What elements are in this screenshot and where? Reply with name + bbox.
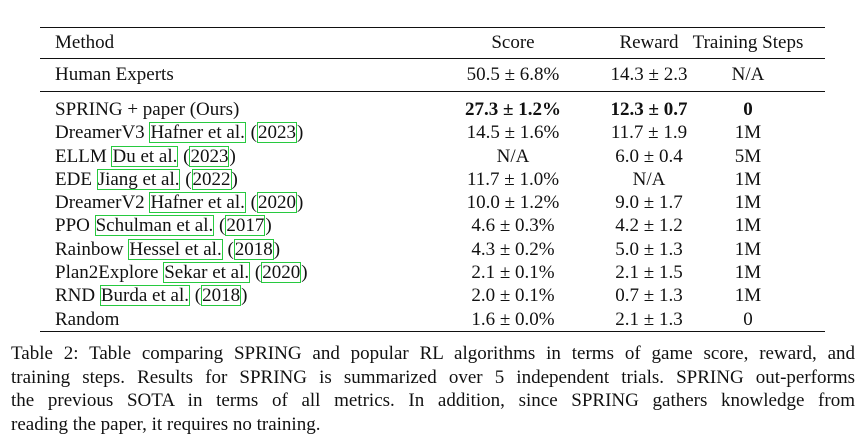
steps-cell: 1M bbox=[734, 215, 762, 237]
table-body: SPRING + paper (Ours) 27.3 ± 1.2% 12.3 ± 0… bbox=[40, 98, 825, 331]
steps-cell: 0 bbox=[743, 99, 753, 120]
score-cell: 11.7 ± 1.0% bbox=[466, 168, 560, 190]
method-cell: Rainbow Hessel et al. (2018) bbox=[55, 238, 281, 260]
reward-cell: N/A bbox=[632, 168, 666, 190]
results-table: Method Score Reward Training Steps Human… bbox=[40, 27, 825, 332]
steps-cell: 5M bbox=[734, 145, 762, 167]
method-cell: EDE Jiang et al. (2022) bbox=[55, 168, 238, 190]
score-cell: 2.0 ± 0.1% bbox=[471, 285, 555, 307]
citation-year-link[interactable]: 2018 bbox=[201, 285, 242, 307]
table-row: ELLM Du et al. (2023) N/A 6.0 ± 0.4 5M bbox=[40, 145, 825, 168]
table-caption: Table 2: Table comparing SPRING and popu… bbox=[11, 342, 855, 436]
method-name: SPRING + paper (Ours) bbox=[55, 99, 240, 120]
reward-cell: 2.1 ± 1.3 bbox=[615, 308, 683, 330]
table-row: Random 1.6 ± 0.0% 2.1 ± 1.3 0 bbox=[40, 308, 825, 331]
citation-author-link[interactable]: Sekar et al. bbox=[163, 262, 251, 284]
method-cell: PPO Schulman et al. (2017) bbox=[55, 215, 272, 237]
citation-year-link[interactable]: 2023 bbox=[189, 145, 230, 167]
table-row: Rainbow Hessel et al. (2018) 4.3 ± 0.2% 5.… bbox=[40, 238, 825, 261]
header-row: Method Score Reward Training Steps bbox=[40, 28, 825, 58]
citation-author-link[interactable]: Jiang et al. bbox=[96, 168, 181, 190]
method-cell: DreamerV2 Hafner et al. (2020) bbox=[55, 192, 304, 214]
method-name: PPO bbox=[55, 215, 90, 237]
header-reward: Reward bbox=[619, 32, 679, 53]
steps-cell: 1M bbox=[734, 122, 762, 144]
method-name: RND bbox=[55, 285, 96, 307]
method-cell: RND Burda et al. (2018) bbox=[55, 285, 248, 307]
steps-cell: 1M bbox=[734, 192, 762, 214]
score-cell: 27.3 ± 1.2% bbox=[465, 99, 561, 120]
reward-cell: 12.3 ± 0.7 bbox=[610, 99, 688, 120]
method-name: DreamerV2 bbox=[55, 192, 145, 214]
method-name: ELLM bbox=[55, 145, 107, 167]
method-name: Rainbow bbox=[55, 238, 124, 260]
reward-cell: 5.0 ± 1.3 bbox=[615, 238, 683, 260]
reward-cell: 11.7 ± 1.9 bbox=[610, 122, 688, 144]
steps-cell: 1M bbox=[734, 168, 762, 190]
score-cell: 4.3 ± 0.2% bbox=[471, 238, 555, 260]
method-name: DreamerV3 bbox=[55, 122, 145, 144]
human-reward: 14.3 ± 2.3 bbox=[610, 64, 688, 85]
score-cell: 2.1 ± 0.1% bbox=[471, 262, 555, 284]
citation-author-link[interactable]: Hessel et al. bbox=[128, 238, 223, 260]
citation-author-link[interactable]: Hafner et al. bbox=[149, 192, 246, 214]
score-cell: 10.0 ± 1.2% bbox=[466, 192, 560, 214]
reward-cell: 4.2 ± 1.2 bbox=[615, 215, 683, 237]
human-rule bbox=[40, 91, 825, 92]
citation-year-link[interactable]: 2018 bbox=[233, 238, 274, 260]
steps-cell: 0 bbox=[743, 308, 753, 330]
human-score: 50.5 ± 6.8% bbox=[466, 64, 560, 85]
reward-cell: 0.7 ± 1.3 bbox=[615, 285, 683, 307]
caption-line-1: Table 2: Table comparing SPRING and popu… bbox=[11, 343, 855, 364]
citation-author-link[interactable]: Hafner et al. bbox=[149, 122, 246, 144]
citation-year-link[interactable]: 2023 bbox=[256, 122, 297, 144]
caption-line-4: reading the paper, it requires no traini… bbox=[11, 413, 321, 435]
method-name: EDE bbox=[55, 168, 92, 190]
score-cell: 4.6 ± 0.3% bbox=[471, 215, 555, 237]
steps-cell: 1M bbox=[734, 238, 762, 260]
citation-year-link[interactable]: 2020 bbox=[261, 262, 302, 284]
human-experts-row: Human Experts 50.5 ± 6.8% 14.3 ± 2.3 N/A bbox=[40, 59, 825, 91]
reward-cell: 9.0 ± 1.7 bbox=[615, 192, 683, 214]
top-rule bbox=[40, 27, 825, 28]
method-cell: DreamerV3 Hafner et al. (2023) bbox=[55, 122, 304, 144]
citation-year-link[interactable]: 2022 bbox=[191, 168, 232, 190]
steps-cell: 1M bbox=[734, 285, 762, 307]
method-name: Plan2Explore bbox=[55, 262, 159, 284]
score-cell: N/A bbox=[496, 145, 530, 167]
citation-year-link[interactable]: 2020 bbox=[256, 192, 297, 214]
steps-cell: 1M bbox=[734, 262, 762, 284]
score-cell: 1.6 ± 0.0% bbox=[471, 308, 555, 330]
method-cell: SPRING + paper (Ours) bbox=[55, 98, 239, 121]
citation-author-link[interactable]: Burda et al. bbox=[99, 285, 190, 307]
reward-cell: 2.1 ± 1.5 bbox=[615, 262, 683, 284]
method-cell: Plan2Explore Sekar et al. (2020) bbox=[55, 262, 308, 284]
reward-cell: 6.0 ± 0.4 bbox=[615, 145, 683, 167]
caption-line-2: training steps. Results for SPRING is su… bbox=[11, 366, 855, 388]
header-training-steps: Training Steps bbox=[692, 32, 804, 53]
table-row: DreamerV3 Hafner et al. (2023) 14.5 ± 1.6… bbox=[40, 121, 825, 144]
table-row: DreamerV2 Hafner et al. (2020) 10.0 ± 1.2… bbox=[40, 191, 825, 214]
header-score: Score bbox=[491, 32, 535, 53]
table-row: Plan2Explore Sekar et al. (2020) 2.1 ± 0.… bbox=[40, 261, 825, 284]
table-row: PPO Schulman et al. (2017) 4.6 ± 0.3% 4.2 … bbox=[40, 214, 825, 237]
table-row: RND Burda et al. (2018) 2.0 ± 0.1% 0.7 ± 1… bbox=[40, 284, 825, 307]
method-name: Random bbox=[55, 308, 120, 330]
method-cell: Random bbox=[55, 308, 119, 331]
citation-year-link[interactable]: 2017 bbox=[225, 215, 266, 237]
citation-author-link[interactable]: Schulman et al. bbox=[94, 215, 215, 237]
human-method: Human Experts bbox=[55, 64, 174, 85]
header-method: Method bbox=[55, 32, 115, 53]
method-cell: ELLM Du et al. (2023) bbox=[55, 145, 236, 167]
citation-author-link[interactable]: Du et al. bbox=[111, 145, 179, 167]
score-cell: 14.5 ± 1.6% bbox=[466, 122, 560, 144]
human-steps: N/A bbox=[731, 64, 765, 85]
table-row: SPRING + paper (Ours) 27.3 ± 1.2% 12.3 ± 0… bbox=[40, 98, 825, 121]
table-row: EDE Jiang et al. (2022) 11.7 ± 1.0% N/A 1M bbox=[40, 168, 825, 191]
caption-line-3: the previous SOTA in terms of all metric… bbox=[11, 390, 855, 411]
bottom-rule bbox=[40, 330, 825, 332]
header-rule bbox=[40, 58, 825, 59]
